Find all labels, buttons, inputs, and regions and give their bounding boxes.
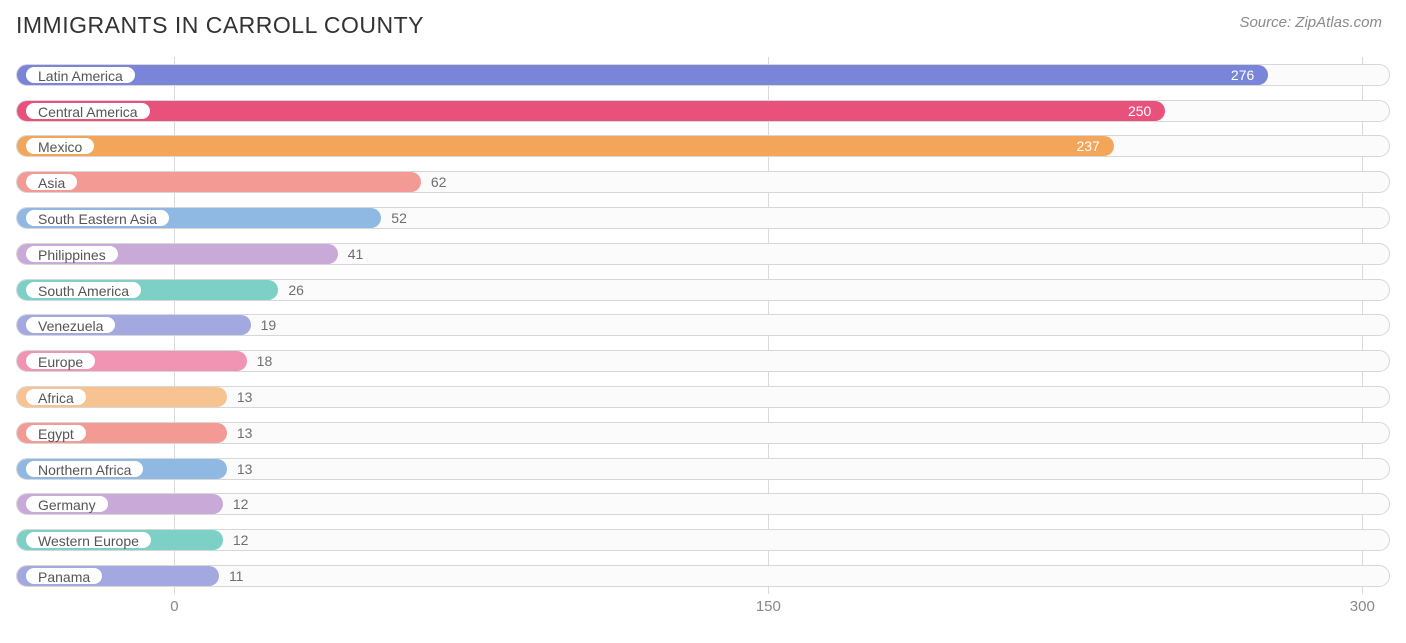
bar-row: Venezuela 19 <box>16 308 1390 344</box>
source-attribution: Source: ZipAtlas.com <box>1239 14 1382 31</box>
bar-value: 26 <box>288 282 304 298</box>
bar-track: Central America 250 <box>16 100 1390 122</box>
bar-value: 41 <box>348 246 364 262</box>
bar-row: Northern Africa 13 <box>16 451 1390 487</box>
category-pill: Northern Africa <box>25 460 144 478</box>
bar-value: 52 <box>391 210 407 226</box>
bar-row: Africa 13 <box>16 379 1390 415</box>
bar-track: Germany 12 <box>16 493 1390 515</box>
bar-row: Panama 11 <box>16 558 1390 594</box>
bar-track: Africa 13 <box>16 386 1390 408</box>
bar-chart: Latin America 276 Central America 250 Mexico… <box>16 57 1390 622</box>
bar-fill <box>17 136 1114 156</box>
bar-track: Northern Africa 13 <box>16 458 1390 480</box>
bar-track: Europe 18 <box>16 350 1390 372</box>
bar-value: 62 <box>431 174 447 190</box>
bar-value: 237 <box>1076 138 1099 154</box>
chart-title: IMMIGRANTS IN CARROLL COUNTY <box>16 12 1390 39</box>
x-axis-tick: 0 <box>170 598 178 615</box>
bar-row: South America 26 <box>16 272 1390 308</box>
bar-track: Venezuela 19 <box>16 314 1390 336</box>
bar-row: Germany 12 <box>16 487 1390 523</box>
x-axis-tick: 150 <box>756 598 781 615</box>
bar-row: Latin America 276 <box>16 57 1390 93</box>
bar-track: Mexico 237 <box>16 135 1390 157</box>
bar-value: 12 <box>233 532 249 548</box>
category-pill: Asia <box>25 173 78 191</box>
category-pill: Mexico <box>25 137 95 155</box>
x-axis: 0 150 300 <box>16 594 1390 622</box>
bar-row: South Eastern Asia 52 <box>16 200 1390 236</box>
chart-bars: Latin America 276 Central America 250 Mexico… <box>16 57 1390 594</box>
bar-track: Panama 11 <box>16 565 1390 587</box>
bar-row: Philippines 41 <box>16 236 1390 272</box>
bar-track: Philippines 41 <box>16 243 1390 265</box>
bar-row: Central America 250 <box>16 93 1390 129</box>
category-pill: Venezuela <box>25 316 116 334</box>
bar-value: 13 <box>237 425 253 441</box>
category-pill: Western Europe <box>25 531 152 549</box>
x-axis-tick: 300 <box>1350 598 1375 615</box>
bar-track: South Eastern Asia 52 <box>16 207 1390 229</box>
category-pill: Philippines <box>25 245 119 263</box>
category-pill: Central America <box>25 102 151 120</box>
bar-row: Western Europe 12 <box>16 522 1390 558</box>
bar-track: Egypt 13 <box>16 422 1390 444</box>
bar-track: Western Europe 12 <box>16 529 1390 551</box>
bar-track: South America 26 <box>16 279 1390 301</box>
bar-fill <box>17 65 1268 85</box>
category-pill: South Eastern Asia <box>25 209 170 227</box>
bar-value: 12 <box>233 496 249 512</box>
category-pill: Germany <box>25 495 109 513</box>
bar-track: Asia 62 <box>16 171 1390 193</box>
bar-value: 11 <box>229 568 244 584</box>
category-pill: South America <box>25 281 142 299</box>
chart-container: IMMIGRANTS IN CARROLL COUNTY Source: Zip… <box>0 0 1406 643</box>
category-pill: Egypt <box>25 424 87 442</box>
bar-fill <box>17 101 1165 121</box>
bar-value: 18 <box>257 353 273 369</box>
category-pill: Latin America <box>25 66 136 84</box>
bar-row: Asia 62 <box>16 164 1390 200</box>
bar-value: 250 <box>1128 103 1151 119</box>
bar-track: Latin America 276 <box>16 64 1390 86</box>
category-pill: Africa <box>25 388 87 406</box>
bar-value: 276 <box>1231 67 1254 83</box>
bar-row: Europe 18 <box>16 343 1390 379</box>
category-pill: Panama <box>25 567 103 585</box>
bar-value: 13 <box>237 461 253 477</box>
category-pill: Europe <box>25 352 96 370</box>
bar-row: Mexico 237 <box>16 129 1390 165</box>
bar-value: 13 <box>237 389 253 405</box>
bar-value: 19 <box>261 317 277 333</box>
bar-row: Egypt 13 <box>16 415 1390 451</box>
